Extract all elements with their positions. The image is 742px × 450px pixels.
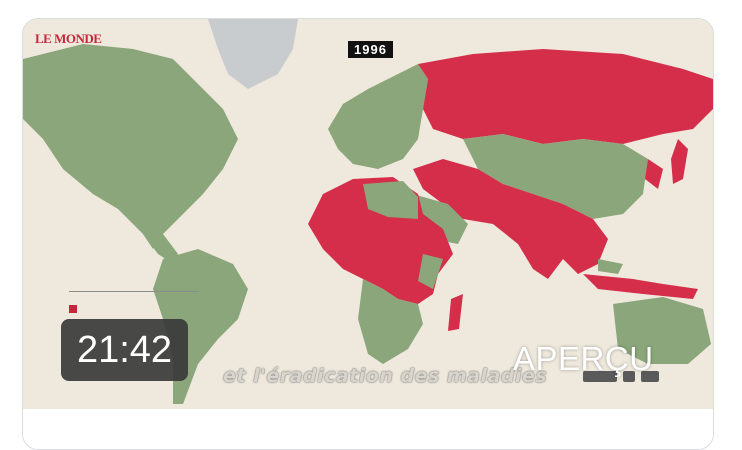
map-legend (69, 291, 199, 318)
partner-logo (583, 371, 617, 382)
preview-label[interactable]: APERÇU (513, 340, 654, 377)
publisher-logo: LE MONDE (35, 31, 102, 46)
world-map (23, 19, 713, 409)
legend-swatch-red (69, 305, 77, 313)
video-card[interactable]: LE MONDE 1996 et l'éradication des malad… (22, 18, 714, 450)
partner-logos (583, 371, 659, 382)
partner-logo (641, 371, 659, 382)
year-label: 1996 (348, 41, 393, 58)
card-footer (23, 409, 713, 449)
video-duration-badge: 21:42 (61, 319, 188, 381)
legend-divider (69, 291, 199, 292)
video-subtitle: et l'éradication des maladies (223, 365, 548, 387)
partner-logo (623, 371, 635, 382)
video-thumbnail[interactable]: LE MONDE 1996 et l'éradication des malad… (23, 19, 713, 409)
